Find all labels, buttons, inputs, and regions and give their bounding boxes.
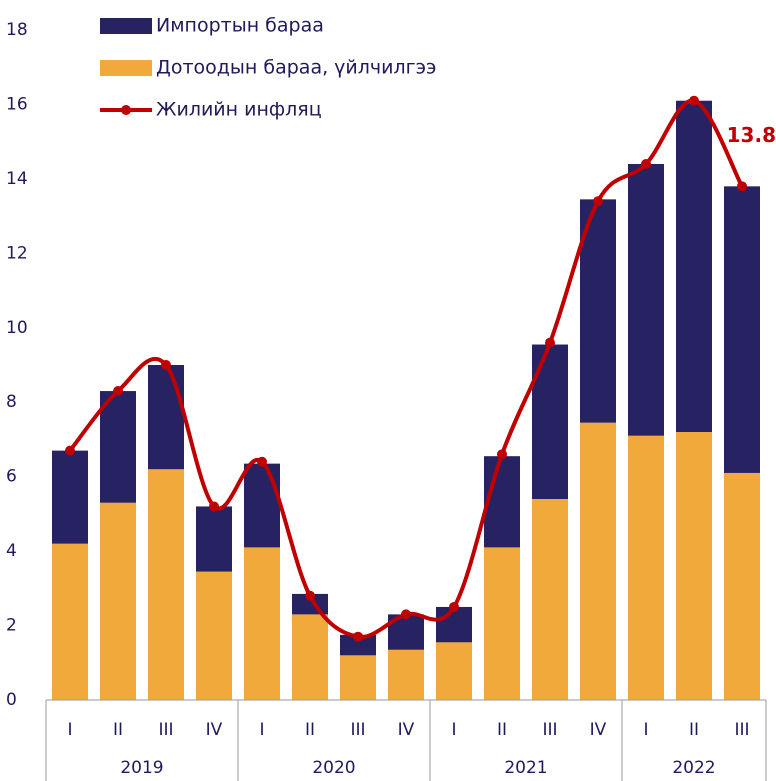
bar-segment — [292, 614, 328, 700]
line-point — [305, 590, 315, 601]
line-point — [113, 386, 123, 397]
bar-segment — [628, 435, 664, 700]
bar-segment — [676, 100, 712, 432]
bar-segment — [532, 499, 568, 700]
x-tick-label: II — [113, 720, 123, 740]
bar-segment — [436, 642, 472, 700]
x-tick-label: II — [497, 720, 507, 740]
bar-segment — [676, 432, 712, 700]
line-point — [737, 181, 747, 192]
line-point — [401, 609, 411, 620]
bar-segment — [244, 547, 280, 700]
bar-segment — [628, 164, 664, 436]
bar-segment — [148, 469, 184, 700]
y-tick-label: 8 — [6, 392, 17, 412]
data-label: 13.8 — [727, 123, 776, 147]
group-label: 2022 — [672, 758, 715, 778]
line-point — [353, 631, 363, 642]
y-tick-label: 12 — [6, 243, 28, 263]
bar-segment — [100, 391, 136, 503]
bar-segment — [196, 571, 232, 700]
group-label: 2019 — [120, 758, 163, 778]
line-point — [497, 449, 507, 460]
bar-segment — [388, 649, 424, 700]
y-tick-label: 16 — [6, 94, 28, 114]
line-point — [449, 601, 459, 612]
line-point — [65, 445, 75, 456]
x-tick-label: II — [689, 720, 699, 740]
bar-segment — [340, 655, 376, 700]
legend-label: Импортын бараа — [156, 15, 324, 37]
bar-segment — [52, 450, 88, 544]
legend-label: Дотоодын бараа, үйлчилгээ — [156, 57, 436, 79]
x-tick-label: III — [350, 720, 365, 740]
y-tick-label: 18 — [6, 20, 28, 40]
legend-swatch — [100, 60, 152, 76]
bar-segment — [484, 456, 520, 548]
bar-segment — [436, 606, 472, 643]
y-tick-label: 2 — [6, 616, 17, 636]
x-tick-label: III — [542, 720, 557, 740]
bar-segment — [340, 634, 376, 656]
x-tick-label: IV — [590, 720, 607, 740]
bar-segment — [724, 186, 760, 473]
x-tick-label: IV — [206, 720, 223, 740]
x-tick-label: I — [67, 720, 72, 740]
legend-label: Жилийн инфляц — [156, 99, 322, 121]
y-tick-label: 14 — [6, 169, 28, 189]
bar-segment — [724, 472, 760, 700]
x-tick-label: IV — [398, 720, 415, 740]
x-tick-label: III — [734, 720, 749, 740]
bar-segment — [52, 543, 88, 700]
line-point — [641, 159, 651, 169]
bar-segment — [580, 199, 616, 423]
bar-segment — [484, 547, 520, 700]
bar-segment — [580, 422, 616, 700]
legend-swatch — [100, 18, 152, 34]
line-point — [689, 95, 699, 106]
bar-segment — [244, 463, 280, 548]
y-tick-label: 4 — [6, 541, 17, 561]
x-tick-label: I — [643, 720, 648, 740]
bar-segment — [100, 502, 136, 700]
group-label: 2020 — [312, 758, 355, 778]
line-point — [593, 196, 603, 207]
group-label: 2021 — [504, 758, 547, 778]
x-tick-label: I — [451, 720, 456, 740]
bar-segment — [532, 344, 568, 499]
bar-segment — [196, 506, 232, 572]
x-tick-label: II — [305, 720, 315, 740]
x-tick-label: I — [259, 720, 264, 740]
legend-swatch — [121, 105, 131, 115]
x-tick-label: III — [158, 720, 173, 740]
line-point — [161, 360, 171, 370]
y-tick-label: 6 — [6, 467, 17, 487]
y-tick-label: 0 — [6, 690, 17, 710]
line-point — [545, 337, 555, 348]
line-point — [257, 456, 267, 467]
line-point — [209, 501, 219, 512]
bar-segment — [148, 365, 184, 470]
y-tick-label: 10 — [6, 318, 28, 338]
